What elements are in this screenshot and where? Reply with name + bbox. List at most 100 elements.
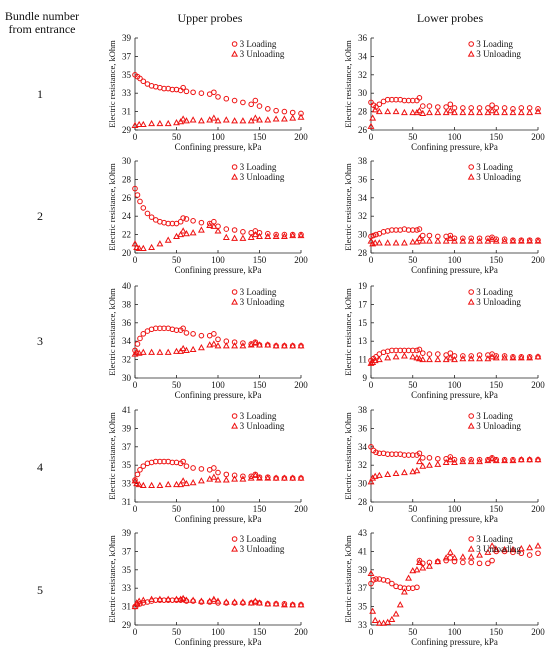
data-point xyxy=(451,554,458,561)
y-tick-label: 39 xyxy=(358,565,368,575)
data-point xyxy=(488,353,496,360)
data-point xyxy=(148,595,156,602)
x-tick-label: 50 xyxy=(172,255,182,265)
data-point xyxy=(137,335,143,342)
data-point xyxy=(273,107,279,114)
y-tick-label: 37 xyxy=(122,442,132,452)
data-point xyxy=(231,472,238,479)
data-point xyxy=(413,108,421,116)
data-point xyxy=(409,468,417,475)
x-tick-label: 0 xyxy=(133,627,138,637)
data-point xyxy=(140,463,147,469)
data-point xyxy=(434,460,442,467)
data-point xyxy=(460,235,466,242)
data-point xyxy=(476,108,483,116)
data-point xyxy=(526,456,534,463)
data-point xyxy=(177,218,184,225)
legend-label-loading: 3 Loading xyxy=(240,39,277,49)
y-tick-label: 19 xyxy=(358,281,368,291)
y-tick-label: 30 xyxy=(358,230,368,240)
data-point xyxy=(240,229,246,235)
x-tick-label: 50 xyxy=(408,504,418,514)
data-point xyxy=(189,479,197,486)
data-point xyxy=(272,232,280,240)
data-point xyxy=(509,108,517,116)
y-tick-label: 35 xyxy=(122,565,132,575)
legend-label-loading: 3 Loading xyxy=(476,39,513,49)
data-point xyxy=(413,467,421,474)
data-point xyxy=(297,474,305,481)
data-point xyxy=(140,78,147,85)
data-point xyxy=(198,332,205,339)
data-point xyxy=(476,355,483,362)
data-point xyxy=(240,473,246,480)
data-point xyxy=(384,470,392,477)
data-point xyxy=(367,237,375,244)
x-axis-title: Confining pressure, kPa xyxy=(411,390,498,400)
legend-label-unloading: 3 Unloading xyxy=(476,172,521,182)
y-tick-label: 32 xyxy=(358,460,367,470)
data-point xyxy=(534,237,542,244)
legend-label-loading: 3 Loading xyxy=(240,287,277,297)
y-tick-label: 36 xyxy=(122,318,132,328)
x-tick-label: 0 xyxy=(369,380,374,390)
y-tick-label: 35 xyxy=(122,460,132,470)
data-point xyxy=(190,331,196,337)
data-point xyxy=(148,119,156,127)
data-point xyxy=(371,356,379,364)
series-loading xyxy=(368,226,541,243)
data-point xyxy=(251,230,259,238)
data-point xyxy=(468,235,475,242)
data-point xyxy=(180,84,186,91)
x-axis-title: Confining pressure, kPa xyxy=(175,265,262,275)
data-point xyxy=(156,481,164,489)
row-number-3: 3 xyxy=(37,334,43,348)
y-tick-label: 24 xyxy=(122,211,132,221)
data-point xyxy=(419,462,427,469)
x-tick-label: 0 xyxy=(133,255,138,265)
y-tick-label: 33 xyxy=(358,620,368,630)
data-point xyxy=(131,121,139,128)
x-tick-label: 150 xyxy=(253,132,267,142)
data-point xyxy=(272,600,280,607)
data-point xyxy=(435,104,441,110)
legend-marker-unloading xyxy=(467,173,475,180)
legend-label-unloading: 3 Unloading xyxy=(240,297,285,307)
data-point xyxy=(215,336,221,343)
data-point xyxy=(135,120,143,128)
x-tick-label: 0 xyxy=(133,504,138,514)
data-point xyxy=(173,232,180,240)
y-tick-label: 31 xyxy=(122,602,131,612)
y-tick-label: 22 xyxy=(122,230,131,240)
x-tick-label: 50 xyxy=(172,504,182,514)
column-title-upper: Upper probes xyxy=(177,11,243,25)
data-point xyxy=(509,545,517,553)
data-point xyxy=(443,104,449,110)
legend-label-loading: 3 Loading xyxy=(240,162,277,172)
y-tick-label: 30 xyxy=(122,156,132,166)
data-point xyxy=(223,95,230,102)
data-point xyxy=(367,478,375,485)
x-tick-label: 0 xyxy=(369,627,374,637)
data-point xyxy=(370,577,377,583)
data-point xyxy=(177,480,185,488)
row-number-2: 2 xyxy=(37,209,43,223)
data-point xyxy=(190,218,196,224)
data-point xyxy=(434,237,442,244)
data-point xyxy=(231,342,239,349)
series-unloading xyxy=(367,106,542,129)
data-point xyxy=(534,107,542,115)
data-point xyxy=(392,610,400,617)
data-point xyxy=(405,574,413,581)
data-point xyxy=(409,238,417,245)
y-tick-label: 41 xyxy=(358,546,367,556)
x-tick-label: 50 xyxy=(408,132,418,142)
data-point xyxy=(484,548,492,555)
data-point xyxy=(446,107,454,114)
data-point xyxy=(460,456,466,463)
data-point xyxy=(501,237,509,244)
y-axis-title: Electric resistance, kOhm xyxy=(107,163,117,251)
data-point xyxy=(467,457,475,465)
y-tick-label: 9 xyxy=(363,373,368,383)
